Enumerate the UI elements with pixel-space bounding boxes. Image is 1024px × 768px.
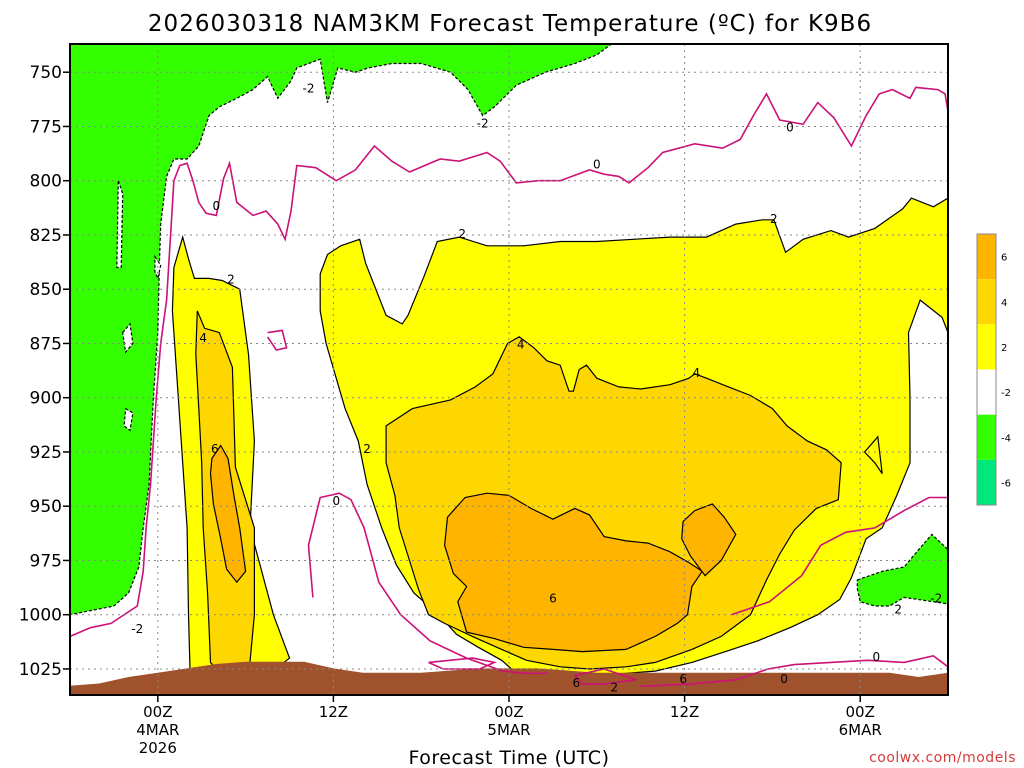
zero-isotherm-right-upper <box>731 496 948 616</box>
contour-label: 0 <box>213 199 221 213</box>
contour-label: -2 <box>131 622 143 636</box>
contour-label: 0 <box>872 650 880 664</box>
y-tick-label: 775 <box>30 117 62 137</box>
contour-label: 4 <box>199 331 207 345</box>
y-tick-label: 750 <box>30 63 62 83</box>
colorbar-swatch <box>977 279 996 325</box>
colorbar-label: 6 <box>1001 253 1007 264</box>
y-tick-label: 900 <box>30 389 62 409</box>
colorbar-swatch <box>977 324 996 370</box>
contour-label: 2 <box>363 442 371 456</box>
contour-label: 2 <box>227 273 235 287</box>
y-tick-label: 875 <box>30 334 62 354</box>
zero-small-loop-a <box>266 329 288 351</box>
yellow-pocket-e <box>863 435 883 475</box>
y-tick-label: 975 <box>30 551 62 571</box>
warm6-left <box>209 444 247 584</box>
contour-label: 2 <box>894 602 902 616</box>
y-tick-label: 825 <box>30 226 62 246</box>
colorbar-swatch <box>977 369 996 415</box>
credit-link[interactable]: coolwx.com/models <box>869 750 1016 766</box>
zero-isotherm-upper <box>173 86 948 242</box>
x-tick-label: 12Z <box>319 703 348 721</box>
x-tick-label: 12Z <box>670 703 699 721</box>
x-tick-label: 00Z <box>143 703 172 721</box>
y-tick-label: 1025 <box>19 660 62 680</box>
colorbar-label: 4 <box>1001 298 1007 309</box>
white-pocket-a <box>122 322 134 354</box>
y-tick-label: 800 <box>30 172 62 192</box>
cold-region-lower-right <box>856 533 948 607</box>
contour-labels: -2 -2 -2 -2 0 0 0 0 0 0 2 2 2 2 2 2 4 4 4 6 6 6 6 <box>131 82 942 695</box>
contour-label: -2 <box>303 82 315 96</box>
contour-label: 4 <box>517 338 525 352</box>
x-tick-label: 00Z <box>494 703 523 721</box>
contour-label: 0 <box>593 158 601 172</box>
y-tick-label: 950 <box>30 497 62 517</box>
x-tick-label: 5MAR <box>487 721 530 739</box>
zero-small-loop-b <box>574 668 637 685</box>
y-tick-label: 925 <box>30 443 62 463</box>
contour-label: 0 <box>780 672 788 686</box>
contour-label: 0 <box>333 494 341 508</box>
white-pocket-b <box>123 407 134 432</box>
colorbar-swatch <box>977 234 996 280</box>
zero-small-loop-c <box>428 657 498 670</box>
warm6-main <box>443 492 704 653</box>
zero-isotherm-mid <box>307 492 547 675</box>
contour-label: 6 <box>572 676 580 690</box>
contour-label: 6 <box>679 672 687 686</box>
contour-label: 0 <box>786 121 794 135</box>
contour-label: 2 <box>458 227 466 241</box>
white-pocket-c <box>116 180 124 269</box>
grid-lines <box>70 44 948 695</box>
x-tick-label: 2026 <box>139 739 177 757</box>
x-axis-label: Forecast Time (UTC) <box>409 747 610 768</box>
contour-label: 2 <box>770 212 778 226</box>
y-tick-label: 850 <box>30 280 62 300</box>
colorbar-swatch <box>977 459 996 505</box>
x-tick-label: 00Z <box>846 703 875 721</box>
contour-label: -2 <box>930 592 942 606</box>
cold-region-upper <box>70 44 613 616</box>
zero-isotherm-right <box>640 655 948 688</box>
warm6-right <box>681 503 737 577</box>
colorbar-label: 2 <box>1001 343 1007 354</box>
contour-label: 4 <box>692 366 700 380</box>
colorbar-legend: 6 4 2 -2 -4 -6 <box>976 233 1011 506</box>
colorbar-label: -6 <box>1001 478 1011 489</box>
colorbar-frame <box>976 233 997 506</box>
x-tick-label: 6MAR <box>839 721 882 739</box>
contour-label: 6 <box>549 592 557 606</box>
x-tick-label: 4MAR <box>136 721 179 739</box>
colorbar-swatch <box>977 414 996 460</box>
chart-title: 2026030318 NAM3KM Forecast Temperature (… <box>148 11 872 37</box>
colorbar-label: -2 <box>1001 388 1011 399</box>
y-axis: 750 775 800 825 850 875 900 925 950 975 1000 1025 <box>19 63 70 680</box>
contour-label: 2 <box>611 680 619 694</box>
contour-label: -2 <box>477 116 489 130</box>
contour-label: 6 <box>211 442 219 456</box>
y-tick-label: 1000 <box>19 606 62 626</box>
colorbar-label: -4 <box>1001 433 1011 444</box>
